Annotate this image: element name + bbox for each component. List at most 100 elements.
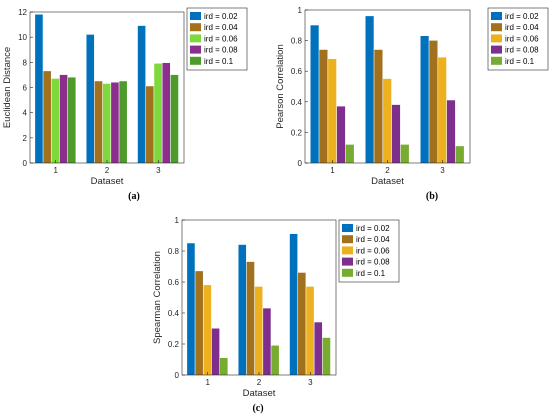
bar-3-3 — [306, 286, 314, 375]
legend-label: ird = 0.1 — [204, 57, 234, 66]
legend-swatch — [491, 34, 502, 43]
bar-1-2 — [86, 34, 95, 164]
bar-5-1 — [345, 144, 354, 163]
y-tick-label: 0 — [23, 159, 28, 168]
y-tick-label: 1 — [298, 6, 303, 15]
legend-swatch — [491, 12, 502, 20]
y-tick-label: 0.8 — [291, 37, 303, 46]
y-tick-label: 0.8 — [168, 247, 180, 256]
legend-swatch — [342, 224, 353, 232]
y-tick-label: 0.6 — [291, 67, 303, 76]
legend-swatch — [190, 34, 201, 43]
bar-3-3 — [154, 63, 162, 164]
bar-4-3 — [446, 100, 456, 163]
legend-label: ird = 0.06 — [505, 34, 539, 43]
legend-label: ird = 0.1 — [356, 269, 386, 278]
bar-5-3 — [322, 337, 331, 375]
x-tick-label: 2 — [257, 378, 262, 387]
legend-label: ird = 0.02 — [505, 12, 539, 21]
panel-label: (b) — [426, 191, 438, 202]
legend-swatch — [190, 23, 201, 32]
y-tick-label: 0 — [298, 159, 303, 168]
bar-4-2 — [391, 104, 401, 163]
legend-label: ird = 0.04 — [204, 23, 238, 32]
bar-3-1 — [51, 78, 60, 163]
y-tick-label: 12 — [18, 8, 27, 17]
x-tick-label: 1 — [330, 166, 335, 175]
x-tick-label: 2 — [385, 166, 390, 175]
legend-label: ird = 0.04 — [356, 235, 390, 244]
legend-label: ird = 0.1 — [505, 57, 535, 66]
bar-3-2 — [254, 286, 263, 375]
x-axis-label: Dataset — [91, 176, 124, 187]
legend-swatch — [491, 23, 502, 32]
legend-swatch — [342, 246, 353, 255]
y-tick-label: 0 — [175, 371, 180, 380]
bar-4-2 — [111, 82, 119, 163]
y-tick-label: 0.6 — [168, 278, 180, 287]
x-tick-label: 3 — [308, 378, 313, 387]
x-tick-label: 3 — [440, 166, 445, 175]
bar-1-2 — [238, 244, 247, 375]
x-axis-label: Dataset — [371, 176, 404, 187]
legend-swatch — [342, 235, 353, 244]
bar-4-3 — [314, 322, 323, 375]
bar-3-3 — [438, 57, 447, 163]
bar-1-1 — [35, 14, 43, 163]
bar-2-2 — [94, 81, 103, 163]
legend-label: ird = 0.04 — [505, 23, 539, 32]
bar-2-1 — [195, 271, 203, 375]
legend-swatch — [190, 45, 201, 54]
bar-2-1 — [43, 71, 51, 163]
y-axis-label: Spearman Correlation — [152, 251, 163, 344]
bar-1-1 — [187, 243, 195, 375]
y-axis-label: Pearson Correlation — [275, 44, 286, 129]
chart-panel-3: 0 0.2 0.4 0.6 0.8 1 1 2 3 Dataset Spearman Correla… — [152, 216, 400, 414]
x-tick-label: 3 — [156, 166, 161, 175]
legend-label: ird = 0.08 — [356, 258, 390, 267]
legend: ird = 0.02 ird = 0.04 ird = 0.06 ird = 0.08… — [338, 219, 400, 283]
bar-2-3 — [298, 272, 306, 375]
y-tick-label: 2 — [23, 134, 28, 143]
bar-5-2 — [271, 345, 279, 375]
chart-panel-2: 0 0.2 0.4 0.6 0.8 1 1 2 3 Dataset Pearson Correlat… — [275, 6, 549, 202]
bar-2-2 — [374, 49, 383, 163]
x-tick-label: 1 — [53, 166, 58, 175]
y-tick-label: 0.2 — [291, 128, 303, 137]
legend-label: ird = 0.06 — [356, 246, 390, 255]
bar-5-3 — [455, 146, 464, 163]
y-tick-label: 0.4 — [168, 309, 180, 318]
bar-2-3 — [146, 86, 154, 163]
bar-3-1 — [328, 58, 337, 163]
x-tick-label: 1 — [205, 378, 210, 387]
legend-swatch — [491, 56, 502, 65]
bar-5-3 — [170, 74, 179, 163]
legend-swatch — [190, 12, 201, 20]
bar-3-1 — [203, 285, 212, 375]
y-axis-label: Euclidean Distance — [2, 47, 13, 128]
bar-3-2 — [102, 83, 111, 163]
legend-label: ird = 0.08 — [505, 46, 539, 55]
legend: ird = 0.02 ird = 0.04 ird = 0.06 ird = 0.08… — [186, 7, 248, 71]
bar-1-3 — [289, 233, 298, 375]
legend-label: ird = 0.08 — [204, 46, 238, 55]
legend-label: ird = 0.02 — [204, 12, 238, 21]
bar-5-2 — [119, 81, 127, 163]
bar-4-1 — [59, 74, 68, 163]
bar-4-2 — [263, 308, 271, 375]
bar-5-1 — [67, 77, 76, 163]
bar-1-2 — [365, 16, 374, 164]
legend-swatch — [342, 268, 353, 277]
legend-label: ird = 0.02 — [356, 224, 390, 233]
legend-swatch — [491, 45, 502, 54]
bar-2-2 — [246, 261, 255, 375]
legend-label: ird = 0.06 — [204, 34, 238, 43]
bar-1-1 — [310, 25, 319, 163]
panel-label: (a) — [128, 191, 140, 202]
legend-swatch — [342, 257, 353, 266]
bar-1-3 — [420, 36, 429, 164]
bar-4-1 — [336, 106, 346, 163]
y-tick-label: 1 — [175, 216, 180, 225]
